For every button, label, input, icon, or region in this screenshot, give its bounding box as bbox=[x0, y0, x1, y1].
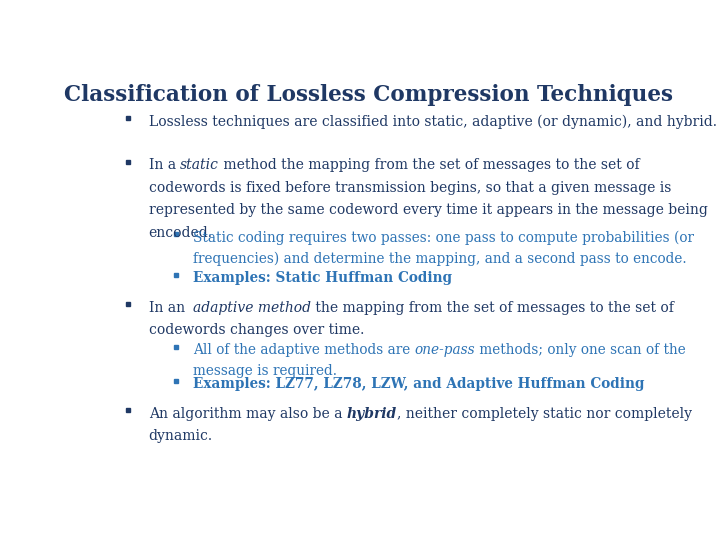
Text: hybrid: hybrid bbox=[346, 407, 397, 421]
Text: methods; only one scan of the: methods; only one scan of the bbox=[475, 343, 686, 357]
Text: Classification of Lossless Compression Techniques: Classification of Lossless Compression T… bbox=[65, 84, 673, 105]
Text: method the mapping from the set of messages to the set of: method the mapping from the set of messa… bbox=[219, 158, 639, 172]
Text: Examples: Static Huffman Coding: Examples: Static Huffman Coding bbox=[193, 272, 452, 286]
Text: adaptive method: adaptive method bbox=[194, 301, 312, 315]
Text: dynamic.: dynamic. bbox=[148, 429, 212, 443]
Text: All of the adaptive methods are: All of the adaptive methods are bbox=[193, 343, 415, 357]
Text: codewords changes over time.: codewords changes over time. bbox=[148, 323, 364, 338]
Text: message is required.: message is required. bbox=[193, 364, 337, 378]
Text: In an: In an bbox=[148, 301, 194, 315]
Text: static: static bbox=[180, 158, 219, 172]
Text: In a: In a bbox=[148, 158, 180, 172]
Text: , neither completely static nor completely: , neither completely static nor complete… bbox=[397, 407, 692, 421]
Text: An algorithm may also be a: An algorithm may also be a bbox=[148, 407, 346, 421]
Text: encoded.: encoded. bbox=[148, 226, 212, 240]
Text: represented by the same codeword every time it appears in the message being: represented by the same codeword every t… bbox=[148, 203, 708, 217]
Text: Examples: LZ77, LZ78, LZW, and Adaptive Huffman Coding: Examples: LZ77, LZ78, LZW, and Adaptive … bbox=[193, 377, 644, 392]
Text: Static coding requires two passes: one pass to compute probabilities (or: Static coding requires two passes: one p… bbox=[193, 231, 694, 245]
Text: Lossless techniques are classified into static, adaptive (or dynamic), and hybri: Lossless techniques are classified into … bbox=[148, 114, 716, 129]
Text: one-pass: one-pass bbox=[415, 343, 475, 357]
Text: codewords is fixed before transmission begins, so that a given message is: codewords is fixed before transmission b… bbox=[148, 181, 671, 195]
Text: frequencies) and determine the mapping, and a second pass to encode.: frequencies) and determine the mapping, … bbox=[193, 252, 687, 266]
Text: the mapping from the set of messages to the set of: the mapping from the set of messages to … bbox=[312, 301, 675, 315]
